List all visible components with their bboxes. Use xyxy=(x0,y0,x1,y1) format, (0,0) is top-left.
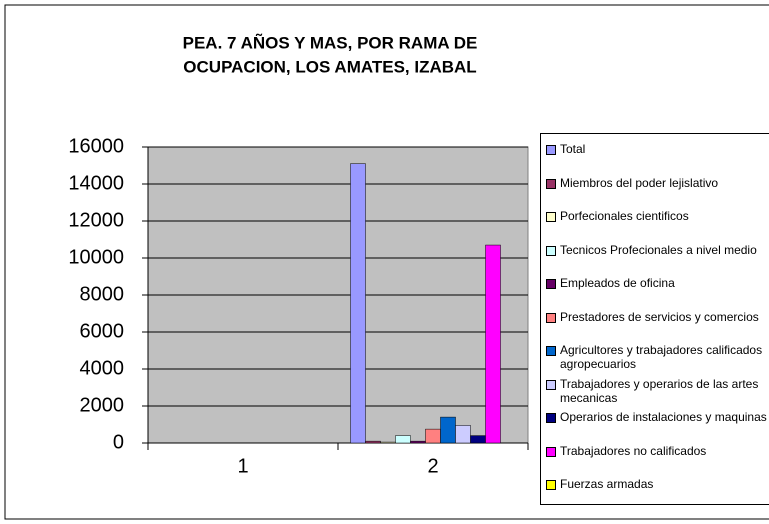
legend-label: Prestadores de servicios y comercios xyxy=(560,309,759,324)
legend-swatch xyxy=(546,212,556,222)
legend-item: Operarios de instalaciones y maquinas xyxy=(546,410,769,424)
y-tick-label: 6000 xyxy=(80,320,125,342)
bar xyxy=(440,416,456,444)
legend-label: Porfecionales cientificos xyxy=(560,209,689,223)
legend-label: Miembros del poder lejislativo xyxy=(560,175,719,190)
legend-label: Fuerzas armadas xyxy=(560,477,654,491)
bar xyxy=(425,428,441,444)
legend-swatch xyxy=(546,379,556,390)
legend-swatch xyxy=(546,178,556,189)
bar xyxy=(485,244,501,444)
legend-swatch xyxy=(546,346,556,356)
legend-label: Empleados de oficina xyxy=(560,276,675,290)
y-tick-label: 14000 xyxy=(68,172,124,194)
y-tick-label: 10000 xyxy=(68,246,124,268)
legend-item: Porfecionales cientificos xyxy=(546,209,769,223)
legend-label: Operarios de instalaciones y maquinas xyxy=(560,410,767,424)
x-tick-label: 1 xyxy=(237,455,248,477)
legend-label: Total xyxy=(560,142,586,156)
legend-swatch xyxy=(546,480,556,490)
legend-swatch xyxy=(546,446,556,457)
chart-title: PEA. 7 AÑOS Y MAS, POR RAMA DE xyxy=(183,32,478,52)
legend-label: Trabajadores no calificados xyxy=(560,443,707,458)
bar xyxy=(380,441,396,444)
legend-label: Tecnicos Profecionales a nivel medio xyxy=(560,242,757,257)
y-tick-label: 8000 xyxy=(80,283,125,305)
bar xyxy=(395,435,411,444)
y-tick-label: 16000 xyxy=(68,135,124,157)
chart-title: OCUPACION, LOS AMATES, IZABAL xyxy=(183,57,476,76)
legend-label: Trabajadores y operarios de las artes me… xyxy=(560,376,759,405)
legend-item: Prestadores de servicios y comercios xyxy=(546,310,769,324)
bar xyxy=(410,440,426,444)
legend-item: Empleados de oficina xyxy=(546,276,769,290)
legend-item: Tecnicos Profecionales a nivel medio xyxy=(546,243,769,257)
bar xyxy=(455,425,471,444)
y-tick-label: 0 xyxy=(113,431,124,453)
legend-item: Trabajadores y operarios de las artes me… xyxy=(546,377,769,405)
legend-swatch xyxy=(546,413,556,423)
legend-swatch xyxy=(546,279,556,289)
legend-swatch xyxy=(546,245,556,256)
legend-item: Miembros del poder lejislativo xyxy=(546,176,769,190)
y-tick-label: 12000 xyxy=(68,209,124,231)
legend-label: Agricultores y trabajadores calificados … xyxy=(560,343,763,371)
x-tick-label: 2 xyxy=(427,455,438,477)
legend-item: Agricultores y trabajadores calificados … xyxy=(546,343,769,371)
legend-swatch xyxy=(546,312,556,323)
legend-item: Trabajadores no calificados xyxy=(546,444,769,458)
bar xyxy=(470,435,486,444)
bar xyxy=(350,163,366,444)
legend-item: Fuerzas armadas xyxy=(546,477,769,491)
y-tick-label: 4000 xyxy=(80,357,125,379)
bar xyxy=(365,440,381,444)
y-tick-label: 2000 xyxy=(80,394,125,416)
legend-item: Total xyxy=(546,142,769,156)
legend-swatch xyxy=(546,145,556,155)
legend: Total Miembros del poder lejislativo Porfe… xyxy=(540,133,769,505)
